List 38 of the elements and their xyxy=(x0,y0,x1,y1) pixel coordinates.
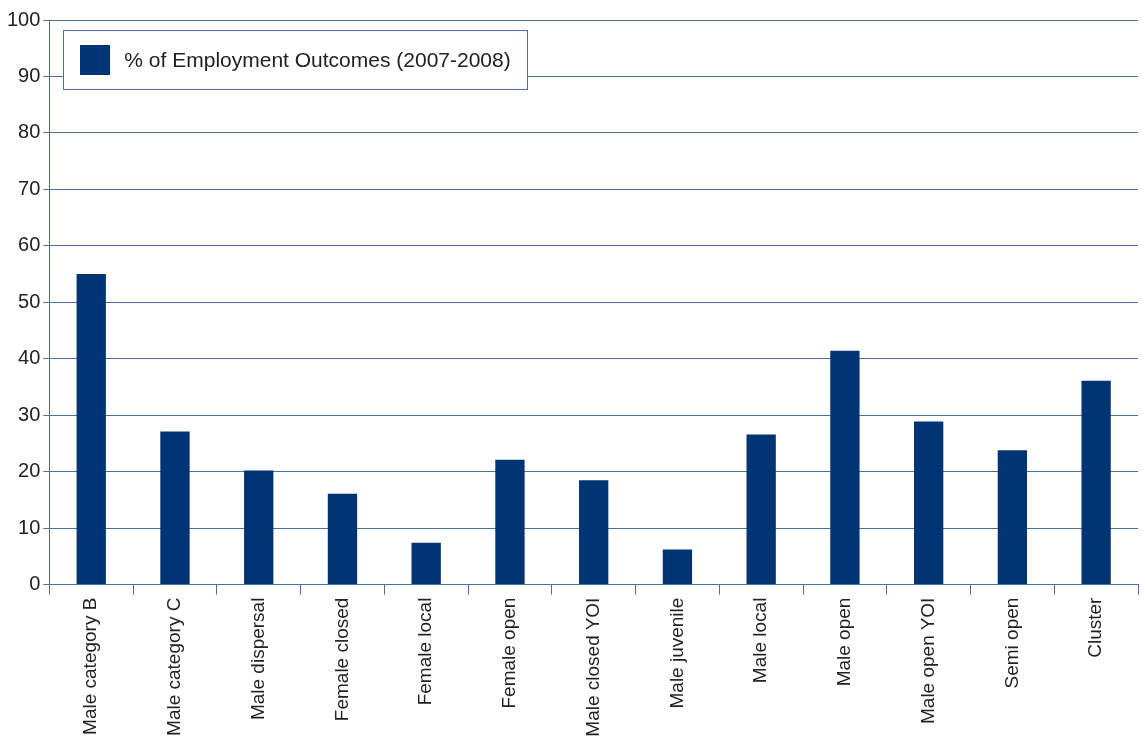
x-tick-label: Female local xyxy=(414,597,436,706)
x-tick-label: Male dispersal xyxy=(246,597,268,721)
x-tick-label: Male local xyxy=(749,597,771,684)
bar xyxy=(160,431,190,585)
y-tick-label: 70 xyxy=(18,176,41,199)
x-tick-label: Male closed YOI xyxy=(581,597,603,737)
bar xyxy=(244,470,274,585)
bar xyxy=(830,350,860,585)
bar xyxy=(76,274,106,585)
x-tick-label: Male open YOI xyxy=(916,597,938,725)
bar xyxy=(913,421,944,585)
y-tick-label: 100 xyxy=(6,7,41,30)
legend-label: % of Employment Outcomes (2007-2008) xyxy=(124,48,511,72)
x-tick-label: Male open xyxy=(833,597,855,687)
x-tick-label: Cluster xyxy=(1084,596,1106,658)
y-tick-label: 10 xyxy=(18,515,41,538)
bar xyxy=(997,450,1028,585)
y-tick-label: 60 xyxy=(18,233,41,256)
bar xyxy=(746,434,776,585)
x-tick-label: Male category B xyxy=(79,597,101,735)
x-tick-label: Male category C xyxy=(163,597,185,736)
y-tick-label: 20 xyxy=(18,459,41,482)
bar xyxy=(662,549,693,585)
y-tick-label: 0 xyxy=(29,572,41,595)
y-tick-label: 40 xyxy=(18,346,41,369)
bar xyxy=(495,459,525,585)
x-tick-label: Female open xyxy=(498,597,520,709)
y-tick-label: 50 xyxy=(18,289,41,312)
bar xyxy=(327,493,358,585)
bar xyxy=(579,480,609,585)
bar xyxy=(1081,380,1111,585)
x-tick-label: Semi open xyxy=(1000,597,1022,689)
x-tick-label: Male juvenile xyxy=(665,597,687,709)
y-tick-label: 80 xyxy=(18,120,41,143)
x-tick-label: Female closed xyxy=(330,597,352,722)
y-tick-label: 30 xyxy=(18,402,41,425)
bar xyxy=(411,542,441,585)
y-tick-label: 90 xyxy=(18,63,41,86)
